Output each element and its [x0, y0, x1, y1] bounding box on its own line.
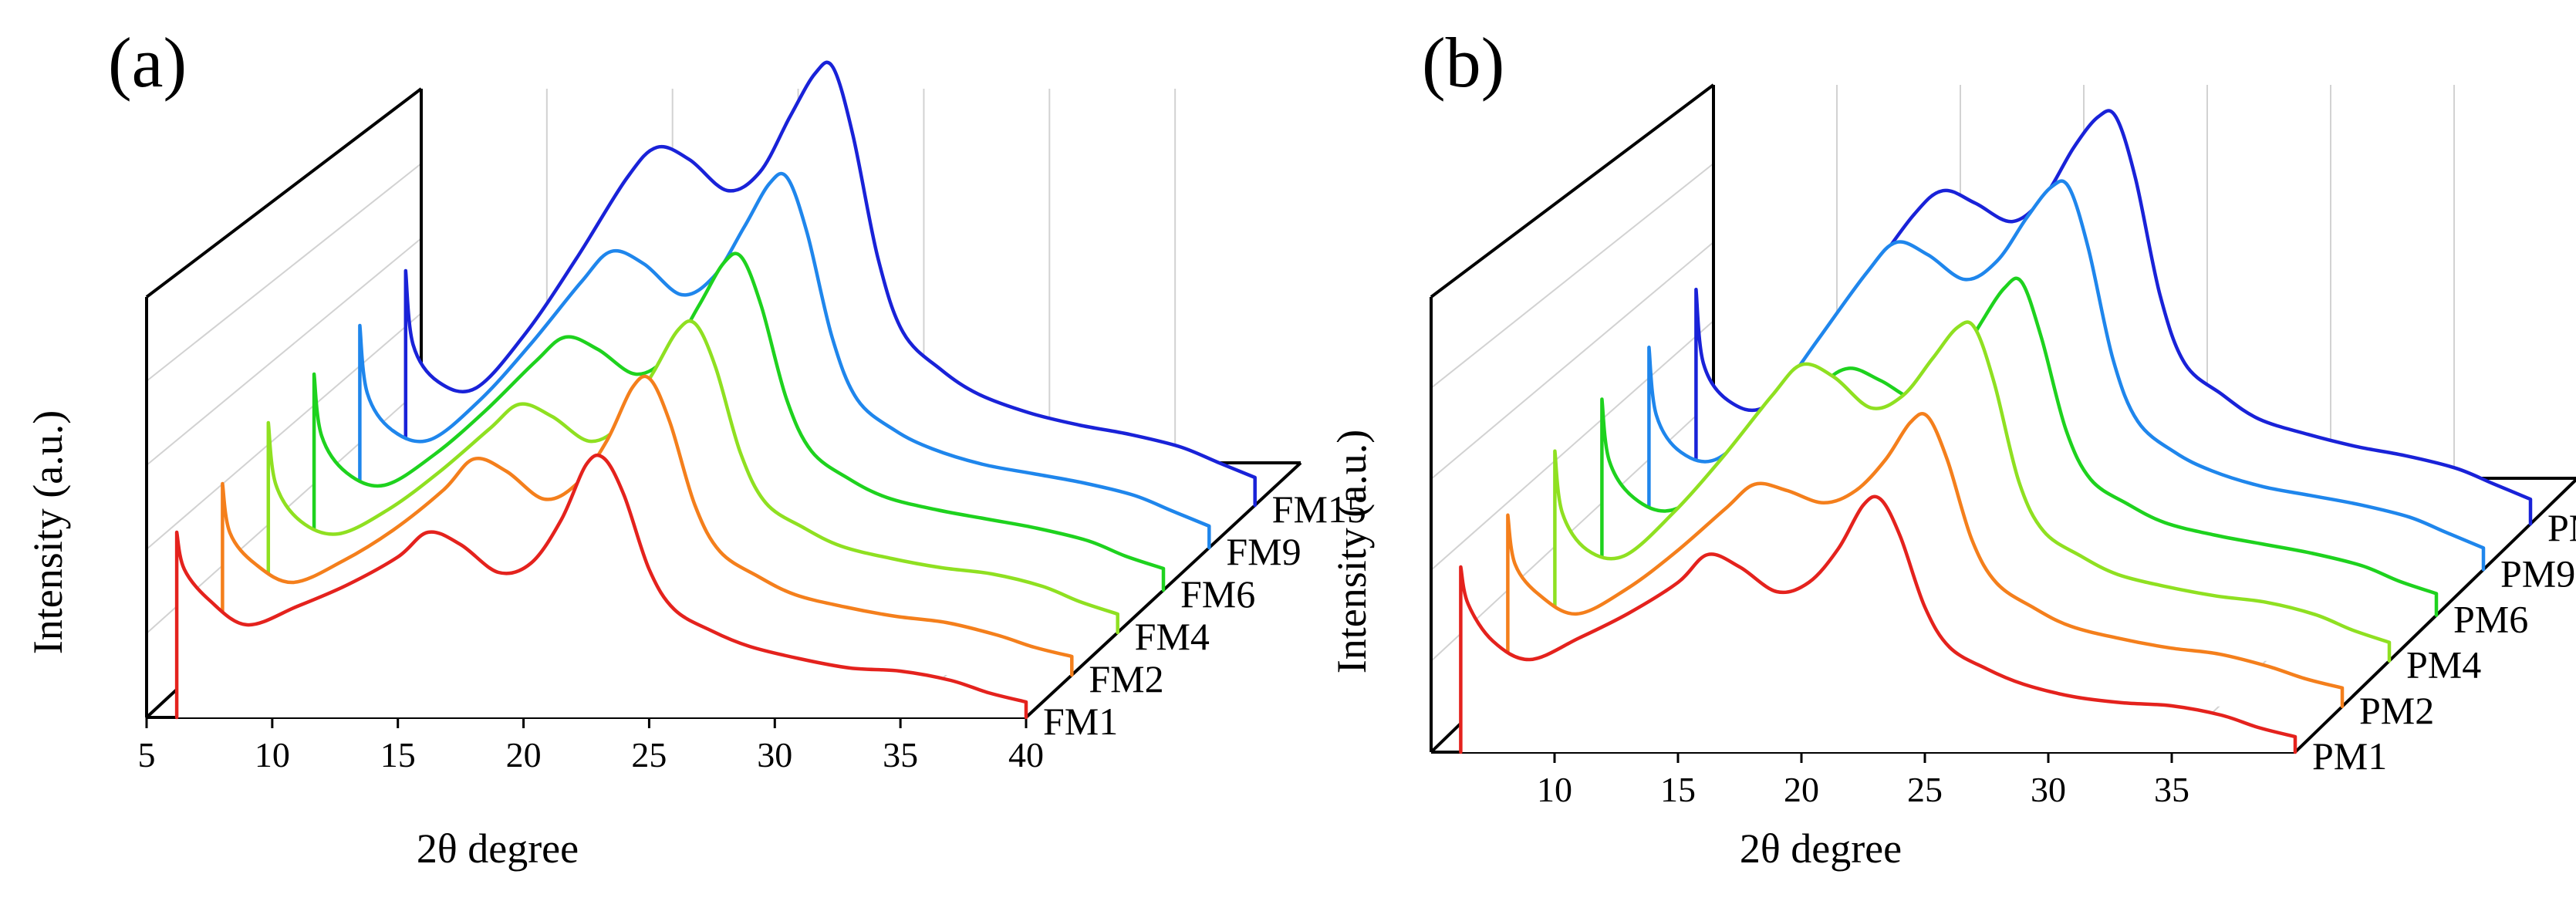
x-tick-label: 10: [255, 735, 290, 774]
x-tick-label: 25: [631, 735, 667, 774]
series-line-fm1: [174, 453, 1028, 720]
series-label-fm4: FM4: [1135, 615, 1210, 658]
x-tick-label: 10: [1537, 770, 1572, 809]
x-tick-label: 35: [883, 735, 918, 774]
series-line-fm4: [266, 319, 1119, 635]
series-label-fm2: FM2: [1089, 657, 1163, 700]
panel-label: (a): [108, 23, 187, 102]
x-tick-label: 15: [1660, 770, 1696, 809]
x-tick-label: 25: [1907, 770, 1943, 809]
x-tick-label: 30: [757, 735, 792, 774]
series-label-fm9: FM9: [1226, 530, 1301, 573]
side-wall-gridline: [146, 163, 422, 382]
series-label-pm2: PM2: [2359, 689, 2434, 732]
series-line-fm2: [221, 374, 1074, 677]
series-label-fm15: FM15: [1272, 488, 1366, 531]
top-left-depth-edge: [145, 87, 423, 299]
top-left-depth-edge: [1430, 83, 1715, 299]
x-tick-label: 15: [380, 735, 416, 774]
x-tick-label: 5: [138, 735, 156, 774]
x-axis-title: 2θ degree: [417, 825, 579, 872]
x-tick-label: 35: [2154, 770, 2189, 809]
series-label-pm9: PM9: [2500, 552, 2575, 595]
series-label-fm6: FM6: [1180, 572, 1255, 616]
series-label-pm15: PM15: [2547, 506, 2576, 549]
series-line-fm15: [403, 60, 1257, 508]
series-label-pm1: PM1: [2312, 734, 2387, 778]
series-line-fm9: [358, 171, 1211, 550]
x-tick-label: 20: [1784, 770, 1819, 809]
y-axis-title: Intensity (a.u.): [25, 410, 71, 654]
series-label-pm4: PM4: [2406, 643, 2481, 687]
series-label-pm6: PM6: [2453, 598, 2528, 641]
series-occluder-fm1: [177, 455, 1027, 717]
x-tick-label: 30: [2031, 770, 2066, 809]
side-wall-gridline: [1430, 320, 1714, 571]
panel-label: (b): [1422, 23, 1504, 102]
side-wall-gridline: [146, 238, 422, 466]
side-wall-gridline: [1430, 163, 1714, 389]
series-line-pm2: [1506, 412, 2345, 709]
side-wall-gridline: [146, 312, 422, 550]
x-tick-label: 40: [1008, 735, 1044, 774]
series-line-pm1: [1459, 494, 2297, 754]
x-axis-title: 2θ degree: [1740, 825, 1902, 872]
series-line-pm4: [1553, 320, 2392, 663]
y-axis-title: Intensity (a.u.): [1329, 430, 1375, 673]
side-wall-gridline: [1430, 241, 1714, 480]
series-line-fm6: [312, 251, 1166, 592]
series-label-fm1: FM1: [1043, 700, 1118, 743]
x-tick-label: 20: [506, 735, 542, 774]
series-occluder-pm1: [1460, 496, 2295, 752]
